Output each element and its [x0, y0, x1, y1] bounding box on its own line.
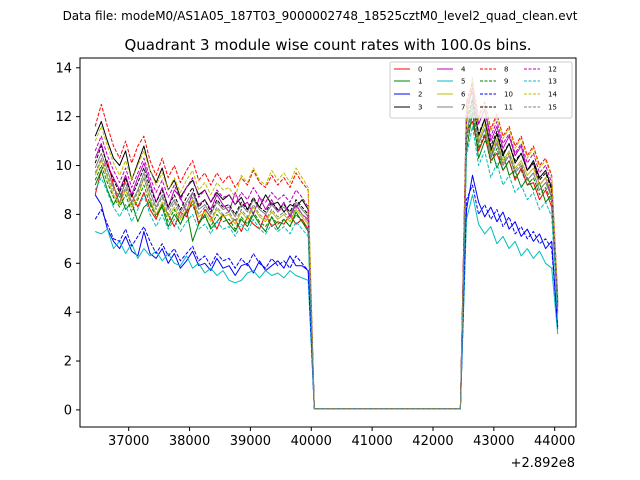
- y-tick-label: 12: [55, 110, 72, 125]
- legend-label-10: 10: [504, 91, 513, 99]
- x-tick-label: 39000: [230, 434, 271, 449]
- y-axis: 0 2 4 6 8 10 12 14: [55, 61, 80, 418]
- figure-suptitle: Data file: modeM0/AS1A05_187T03_90000027…: [63, 9, 578, 23]
- y-tick-label: 8: [64, 208, 72, 223]
- y-tick-label: 10: [55, 159, 72, 174]
- x-tick-label: 44000: [534, 434, 575, 449]
- legend-label-2: 2: [418, 91, 422, 99]
- x-tick-label: 41000: [351, 434, 392, 449]
- x-tick-label: 38000: [169, 434, 210, 449]
- legend-label-6: 6: [461, 91, 466, 99]
- chart-title: Quadrant 3 module wise count rates with …: [124, 36, 531, 54]
- series-layer: [94, 77, 559, 410]
- legend-label-8: 8: [504, 66, 508, 74]
- legend-label-15: 15: [548, 104, 557, 112]
- legend-label-3: 3: [418, 104, 422, 112]
- legend-label-13: 13: [548, 78, 557, 86]
- legend-label-9: 9: [504, 78, 508, 86]
- y-tick-label: 4: [64, 306, 72, 321]
- y-tick-label: 14: [55, 61, 72, 76]
- y-tick-label: 0: [64, 403, 72, 418]
- x-offset-label: +2.892e8: [511, 456, 575, 471]
- y-tick-label: 6: [64, 257, 72, 272]
- x-tick-label: 37000: [108, 434, 149, 449]
- x-axis: 37000 38000 39000 40000 41000 42000 43000 44000: [108, 427, 575, 449]
- legend-label-0: 0: [418, 66, 422, 74]
- legend-label-11: 11: [504, 104, 513, 112]
- x-tick-label: 42000: [412, 434, 453, 449]
- series-line-15: [94, 106, 559, 410]
- legend-frame: [389, 61, 573, 119]
- x-tick-label: 43000: [473, 434, 514, 449]
- legend-label-5: 5: [461, 78, 465, 86]
- legend-label-4: 4: [461, 66, 466, 74]
- legend-label-12: 12: [548, 66, 557, 74]
- legend-label-14: 14: [548, 91, 557, 99]
- x-tick-label: 40000: [291, 434, 332, 449]
- legend-label-1: 1: [418, 78, 422, 86]
- y-tick-label: 2: [64, 355, 72, 370]
- legend-label-7: 7: [461, 104, 465, 112]
- plot-area-frame: [79, 57, 577, 428]
